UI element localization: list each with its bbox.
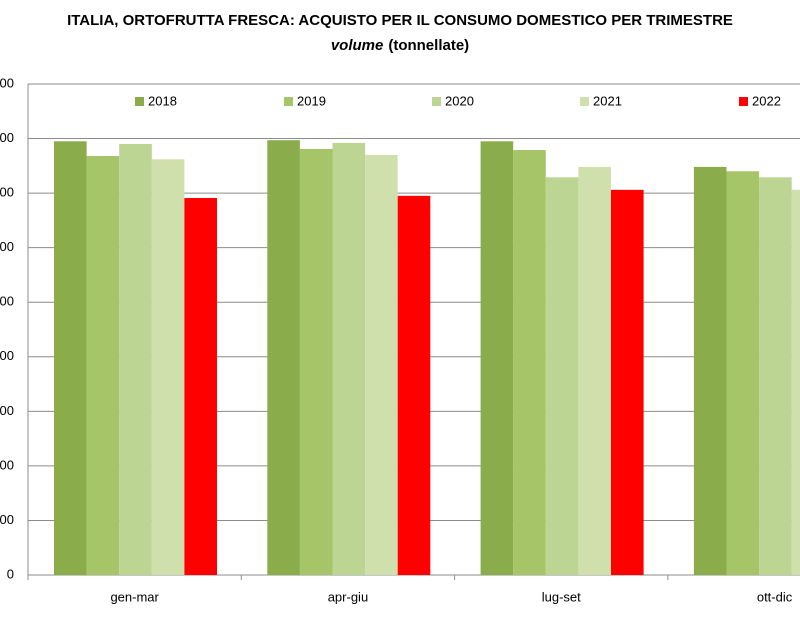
legend-swatch (284, 97, 293, 106)
bar (513, 150, 546, 576)
bar (545, 177, 579, 576)
y-tick-label: 000 (0, 130, 14, 145)
y-tick-label: 000 (0, 294, 14, 309)
y-tick-label: 000 (0, 403, 14, 418)
y-tick-label: 000 (0, 185, 14, 200)
bar (365, 154, 398, 575)
bar (397, 195, 431, 576)
bar (693, 166, 727, 575)
x-tick-label: gen-mar (110, 589, 159, 604)
bar (184, 198, 217, 575)
y-tick-label: 000 (0, 457, 14, 472)
x-tick-label: lug-set (542, 589, 581, 604)
y-tick-label: 000 (0, 348, 14, 363)
bar (611, 189, 644, 576)
subtitle-italic: volume (331, 37, 384, 54)
legend-swatch (135, 97, 144, 106)
bar (86, 156, 120, 575)
bar (578, 166, 611, 575)
bar (151, 159, 185, 575)
y-tick-label: 000 (0, 75, 14, 90)
legend-swatch (580, 97, 589, 106)
bar (299, 148, 333, 575)
legend-swatch (739, 97, 748, 106)
legend-label: 2022 (752, 93, 781, 108)
y-tick-label: 0 (7, 566, 14, 581)
y-tick-label: 000 (0, 512, 14, 527)
legend-label: 2018 (148, 93, 177, 108)
bar (332, 142, 366, 576)
chart-subtitle: volume (tonnellate) (331, 37, 469, 54)
y-tick-label: 000 (0, 239, 14, 254)
bar (119, 144, 152, 575)
legend-label: 2019 (297, 93, 326, 108)
bar (726, 171, 760, 576)
subtitle-rest: (tonnellate) (388, 37, 469, 54)
legend-swatch (432, 97, 441, 106)
bar (54, 141, 87, 576)
x-tick-label: ott-dic (757, 589, 793, 604)
bar (791, 189, 800, 576)
bar (759, 177, 792, 576)
chart-title: ITALIA, ORTOFRUTTA FRESCA: ACQUISTO PER … (67, 12, 733, 29)
bar (480, 141, 514, 576)
x-tick-label: apr-giu (328, 589, 368, 604)
bar (267, 140, 300, 576)
legend-label: 2021 (593, 93, 622, 108)
legend-label: 2020 (445, 93, 474, 108)
